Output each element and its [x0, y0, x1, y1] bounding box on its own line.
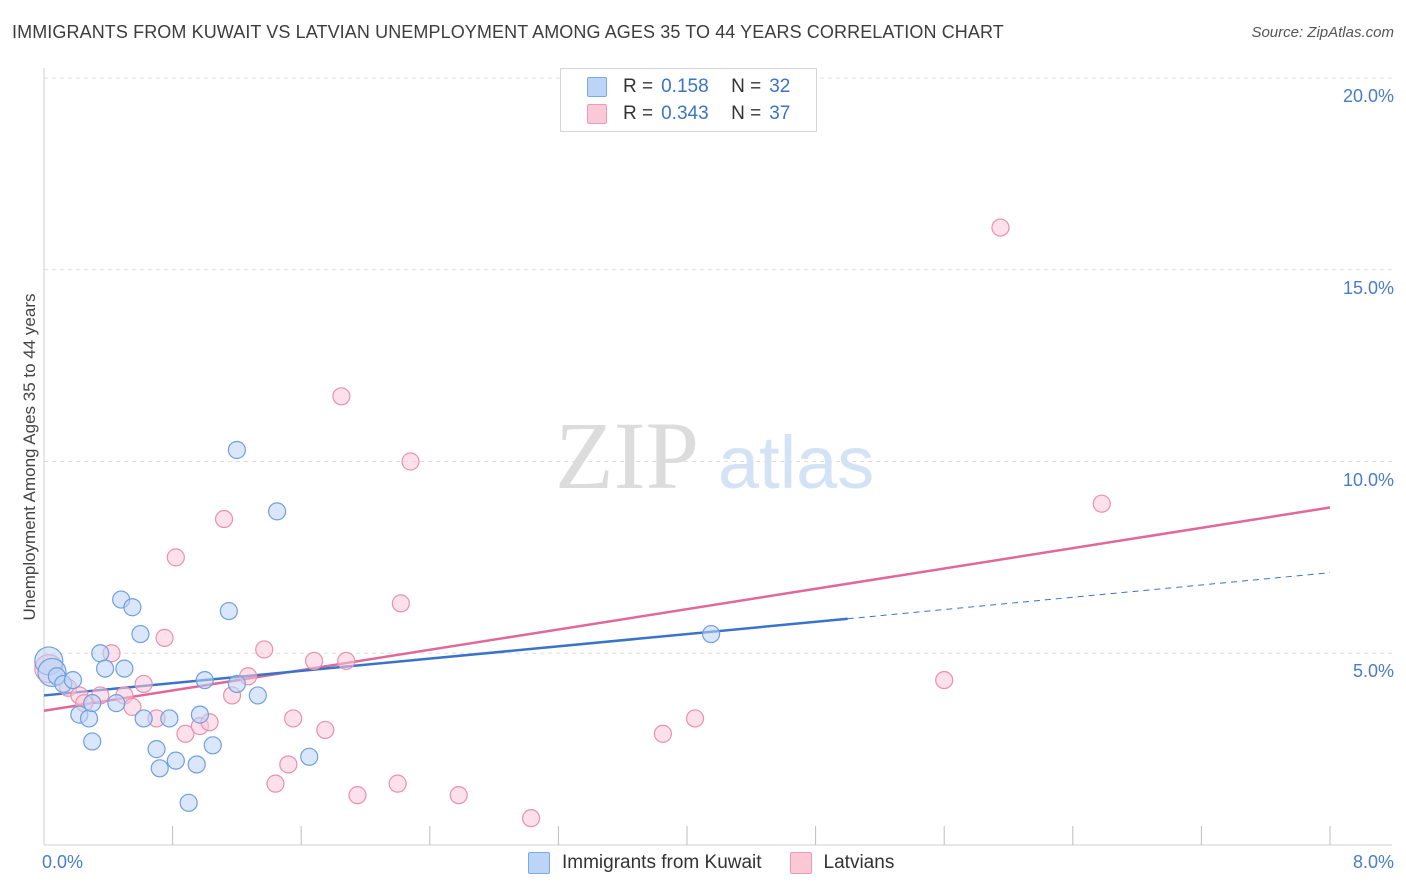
n-value: 37: [769, 103, 791, 124]
data-point-kuwait: [702, 624, 721, 644]
n-label: N =: [731, 103, 762, 124]
data-point-latvians: [388, 774, 407, 793]
data-point-kuwait: [123, 598, 142, 617]
data-point-latvians: [449, 786, 468, 805]
legend-swatch-kuwait: [528, 852, 550, 874]
data-point-latvians: [155, 628, 174, 648]
watermark: ZIP atlas: [555, 402, 874, 509]
data-point-kuwait: [195, 670, 214, 690]
gridlines: [44, 77, 1392, 654]
data-point-latvians: [255, 640, 274, 659]
data-point-latvians: [653, 724, 672, 743]
y-tick-label: 20.0%: [1342, 86, 1394, 106]
n-label: N =: [731, 76, 762, 97]
axes: [43, 68, 1392, 846]
trend-line-latvians: [43, 506, 1331, 713]
data-point-latvians: [685, 709, 705, 728]
series-legend: Immigrants from Kuwait Latvians: [528, 852, 922, 874]
data-point-kuwait: [95, 659, 115, 678]
data-point-latvians: [214, 509, 234, 529]
data-point-latvians: [284, 709, 303, 728]
data-point-kuwait: [83, 694, 102, 713]
legend-swatch-kuwait: [587, 77, 607, 97]
data-point-kuwait: [227, 674, 246, 694]
r-value: 0.158: [661, 76, 709, 97]
source-label: Source: ZipAtlas.com: [1251, 24, 1394, 41]
data-point-kuwait: [267, 502, 287, 521]
data-point-latvians: [166, 548, 185, 567]
n-value: 32: [769, 76, 791, 97]
chart-title: IMMIGRANTS FROM KUWAIT VS LATVIAN UNEMPL…: [12, 22, 1004, 42]
data-point-kuwait: [160, 709, 179, 728]
data-point-latvians: [332, 387, 351, 406]
legend-swatch-latvians: [789, 852, 812, 874]
data-point-kuwait: [179, 793, 198, 812]
r-label: R =: [623, 103, 654, 124]
data-point-kuwait: [248, 686, 267, 705]
data-point-kuwait: [91, 644, 110, 663]
legend-swatch-latvians: [587, 104, 607, 124]
data-point-kuwait: [227, 440, 246, 460]
data-point-latvians: [176, 724, 195, 743]
data-point-kuwait: [83, 732, 102, 751]
data-point-latvians: [991, 218, 1010, 237]
legend-row-kuwait: R = 0.158 N = 32: [587, 76, 790, 98]
watermark-zip: ZIP: [555, 402, 699, 509]
data-points: [34, 218, 1111, 828]
data-point-latvians: [1092, 494, 1111, 513]
legend-row-latvians: R = 0.343 N = 37: [587, 103, 790, 125]
data-point-kuwait: [187, 755, 206, 774]
data-point-kuwait: [131, 624, 150, 644]
data-point-kuwait: [79, 709, 99, 728]
data-point-kuwait: [166, 751, 185, 770]
legend-item-kuwait: Immigrants from Kuwait: [528, 852, 762, 874]
legend-item-latvians: Latvians: [789, 852, 895, 874]
data-point-kuwait: [63, 670, 83, 690]
data-point-latvians: [935, 670, 954, 690]
data-point-latvians: [521, 809, 541, 828]
y-tick-label: 5.0%: [1352, 661, 1394, 682]
y-tick-label: 15.0%: [1342, 277, 1394, 298]
data-point-latvians: [316, 720, 335, 740]
data-point-latvians: [279, 755, 298, 774]
data-point-latvians: [348, 786, 367, 805]
r-value: 0.343: [661, 103, 709, 124]
data-point-kuwait: [147, 740, 166, 759]
data-point-kuwait: [300, 747, 319, 766]
data-point-kuwait: [219, 601, 238, 621]
data-point-kuwait: [150, 759, 169, 778]
legend-label-latvians: Latvians: [823, 852, 895, 873]
x-tick-label-max: 8.0%: [1352, 852, 1394, 872]
data-point-latvians: [134, 674, 153, 694]
r-label: R =: [623, 76, 654, 97]
data-point-kuwait: [190, 705, 210, 724]
y-tick-label: 10.0%: [1342, 469, 1394, 490]
x-tick-label-min: 0.0%: [42, 852, 84, 872]
data-point-kuwait: [203, 736, 222, 755]
trend-line-kuwait-projection: [847, 572, 1331, 620]
data-point-latvians: [401, 452, 420, 471]
data-point-kuwait: [115, 659, 134, 678]
watermark-atlas: atlas: [718, 421, 874, 504]
data-point-kuwait: [134, 709, 153, 728]
data-point-latvians: [391, 594, 410, 613]
data-point-latvians: [337, 651, 356, 671]
data-point-latvians: [304, 651, 324, 671]
correlation-legend: R = 0.158 N = 32 R = 0.343 N = 37: [560, 68, 817, 132]
legend-label-kuwait: Immigrants from Kuwait: [562, 852, 762, 873]
data-point-kuwait: [107, 694, 126, 713]
data-point-latvians: [266, 774, 285, 793]
